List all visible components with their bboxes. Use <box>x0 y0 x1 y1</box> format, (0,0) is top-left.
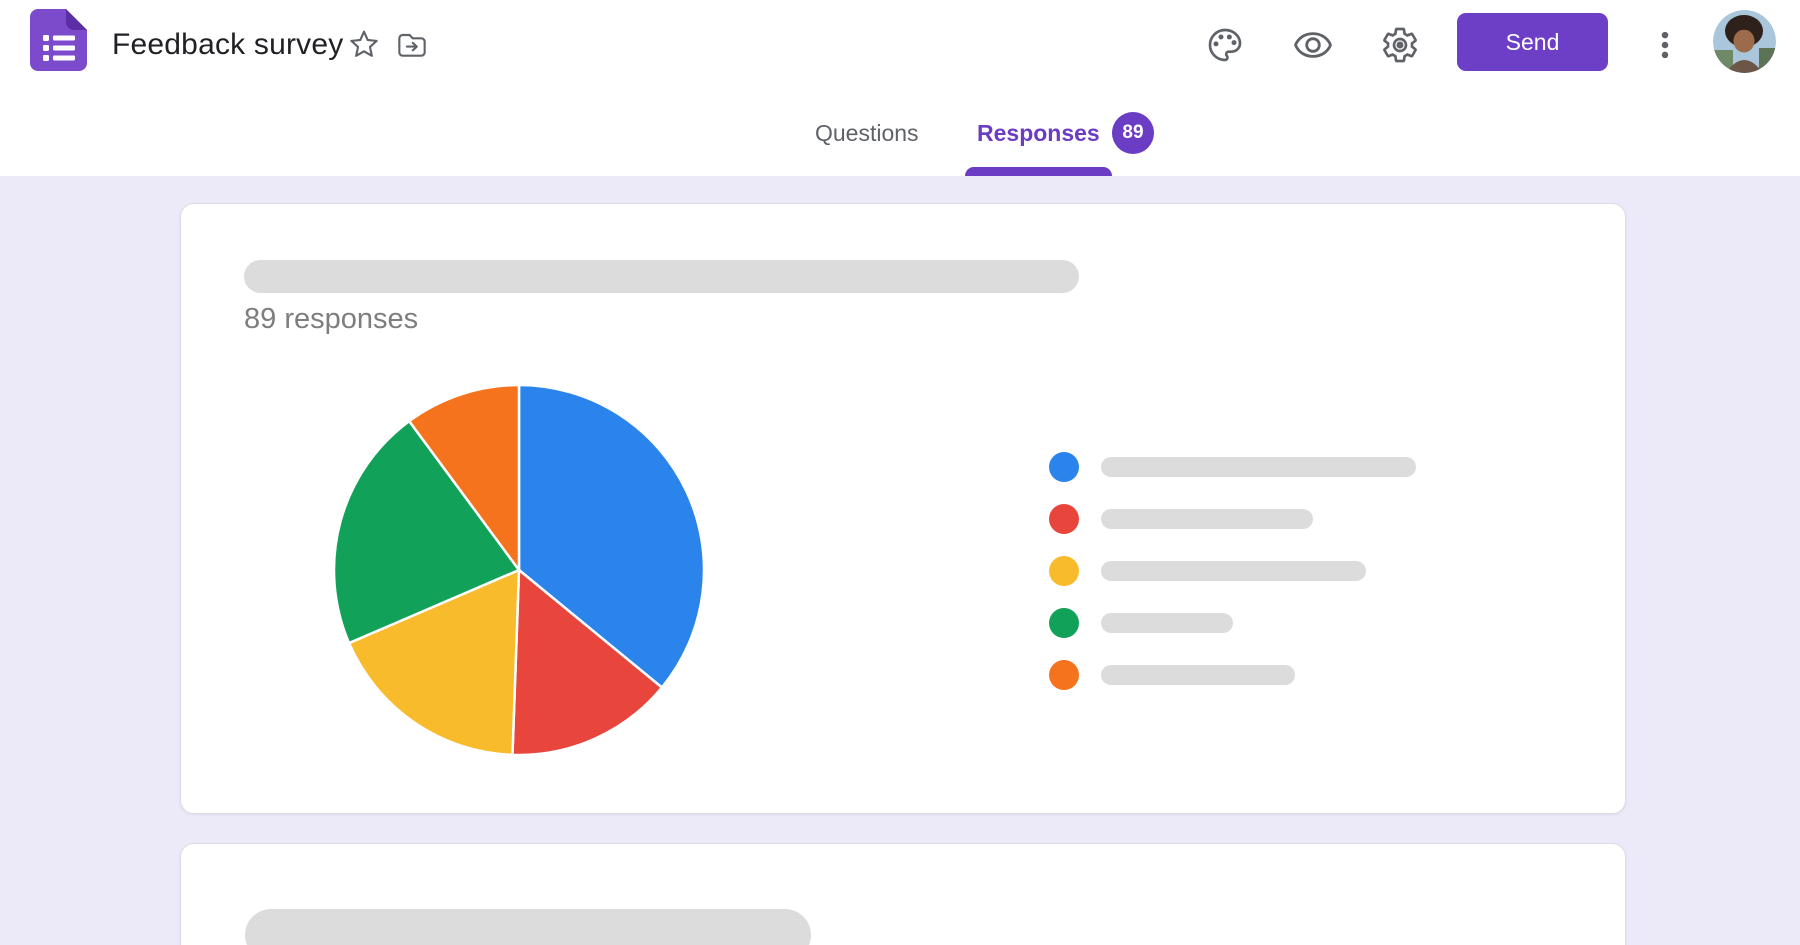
app-header: Feedback survey Send <box>0 0 1800 90</box>
legend-item-orange <box>1049 660 1416 690</box>
theme-palette-icon[interactable] <box>1203 23 1247 67</box>
tab-questions-label: Questions <box>815 119 919 146</box>
account-avatar[interactable] <box>1713 10 1776 73</box>
form-title[interactable]: Feedback survey <box>112 28 344 61</box>
tab-questions[interactable]: Questions <box>815 90 919 176</box>
redacted-legend-label-bar <box>1101 457 1416 477</box>
pie-slice-yellow <box>347 568 521 757</box>
tab-responses-label: Responses <box>977 119 1100 146</box>
next-question-card <box>180 843 1626 945</box>
move-to-folder-icon[interactable] <box>390 23 434 67</box>
settings-gear-icon[interactable] <box>1378 23 1422 67</box>
responses-content: 89 responses <box>0 176 1800 945</box>
legend-item-red <box>1049 504 1416 534</box>
pie-slice-green <box>332 419 521 645</box>
responses-count-badge: 89 <box>1112 112 1154 154</box>
redacted-legend-label-bar <box>1101 509 1313 529</box>
redacted-legend-label-bar <box>1101 561 1366 581</box>
tab-bar: Questions Responses 89 <box>0 90 1800 176</box>
legend-color-dot <box>1049 452 1079 482</box>
redacted-legend-label-bar <box>1101 613 1233 633</box>
send-button[interactable]: Send <box>1457 13 1608 71</box>
pie-slice-orange <box>407 383 521 572</box>
pie-slice-red <box>511 568 664 757</box>
legend-color-dot <box>1049 660 1079 690</box>
pie-chart <box>332 383 706 757</box>
legend-item-blue <box>1049 452 1416 482</box>
preview-eye-icon[interactable] <box>1291 23 1335 67</box>
legend-color-dot <box>1049 556 1079 586</box>
star-icon[interactable] <box>342 23 386 67</box>
question-summary-card: 89 responses <box>180 203 1626 814</box>
pie-chart-container <box>329 380 709 760</box>
redacted-question-title-bar <box>245 909 811 945</box>
legend-item-green <box>1049 608 1416 638</box>
redacted-question-title-bar <box>244 260 1079 293</box>
forms-logo-icon[interactable] <box>28 8 88 72</box>
chart-legend <box>1049 452 1416 712</box>
active-tab-underline <box>965 167 1112 176</box>
tab-responses[interactable]: Responses <box>965 90 1112 176</box>
responses-count-label: 89 responses <box>244 303 419 335</box>
legend-item-yellow <box>1049 556 1416 586</box>
legend-color-dot <box>1049 608 1079 638</box>
more-options-icon[interactable] <box>1643 23 1687 67</box>
pie-slice-blue <box>517 383 706 689</box>
legend-color-dot <box>1049 504 1079 534</box>
redacted-legend-label-bar <box>1101 665 1295 685</box>
